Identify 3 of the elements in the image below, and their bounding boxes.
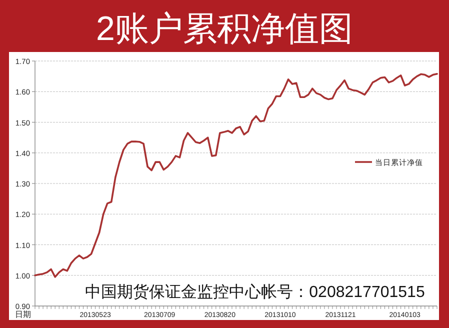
annotation: 中国期货保证金监控中心帐号：0208217701515 [85, 283, 425, 301]
chart-title: 2账户累积净值图 [96, 10, 353, 48]
x-axis-title: 日期 [15, 310, 31, 319]
